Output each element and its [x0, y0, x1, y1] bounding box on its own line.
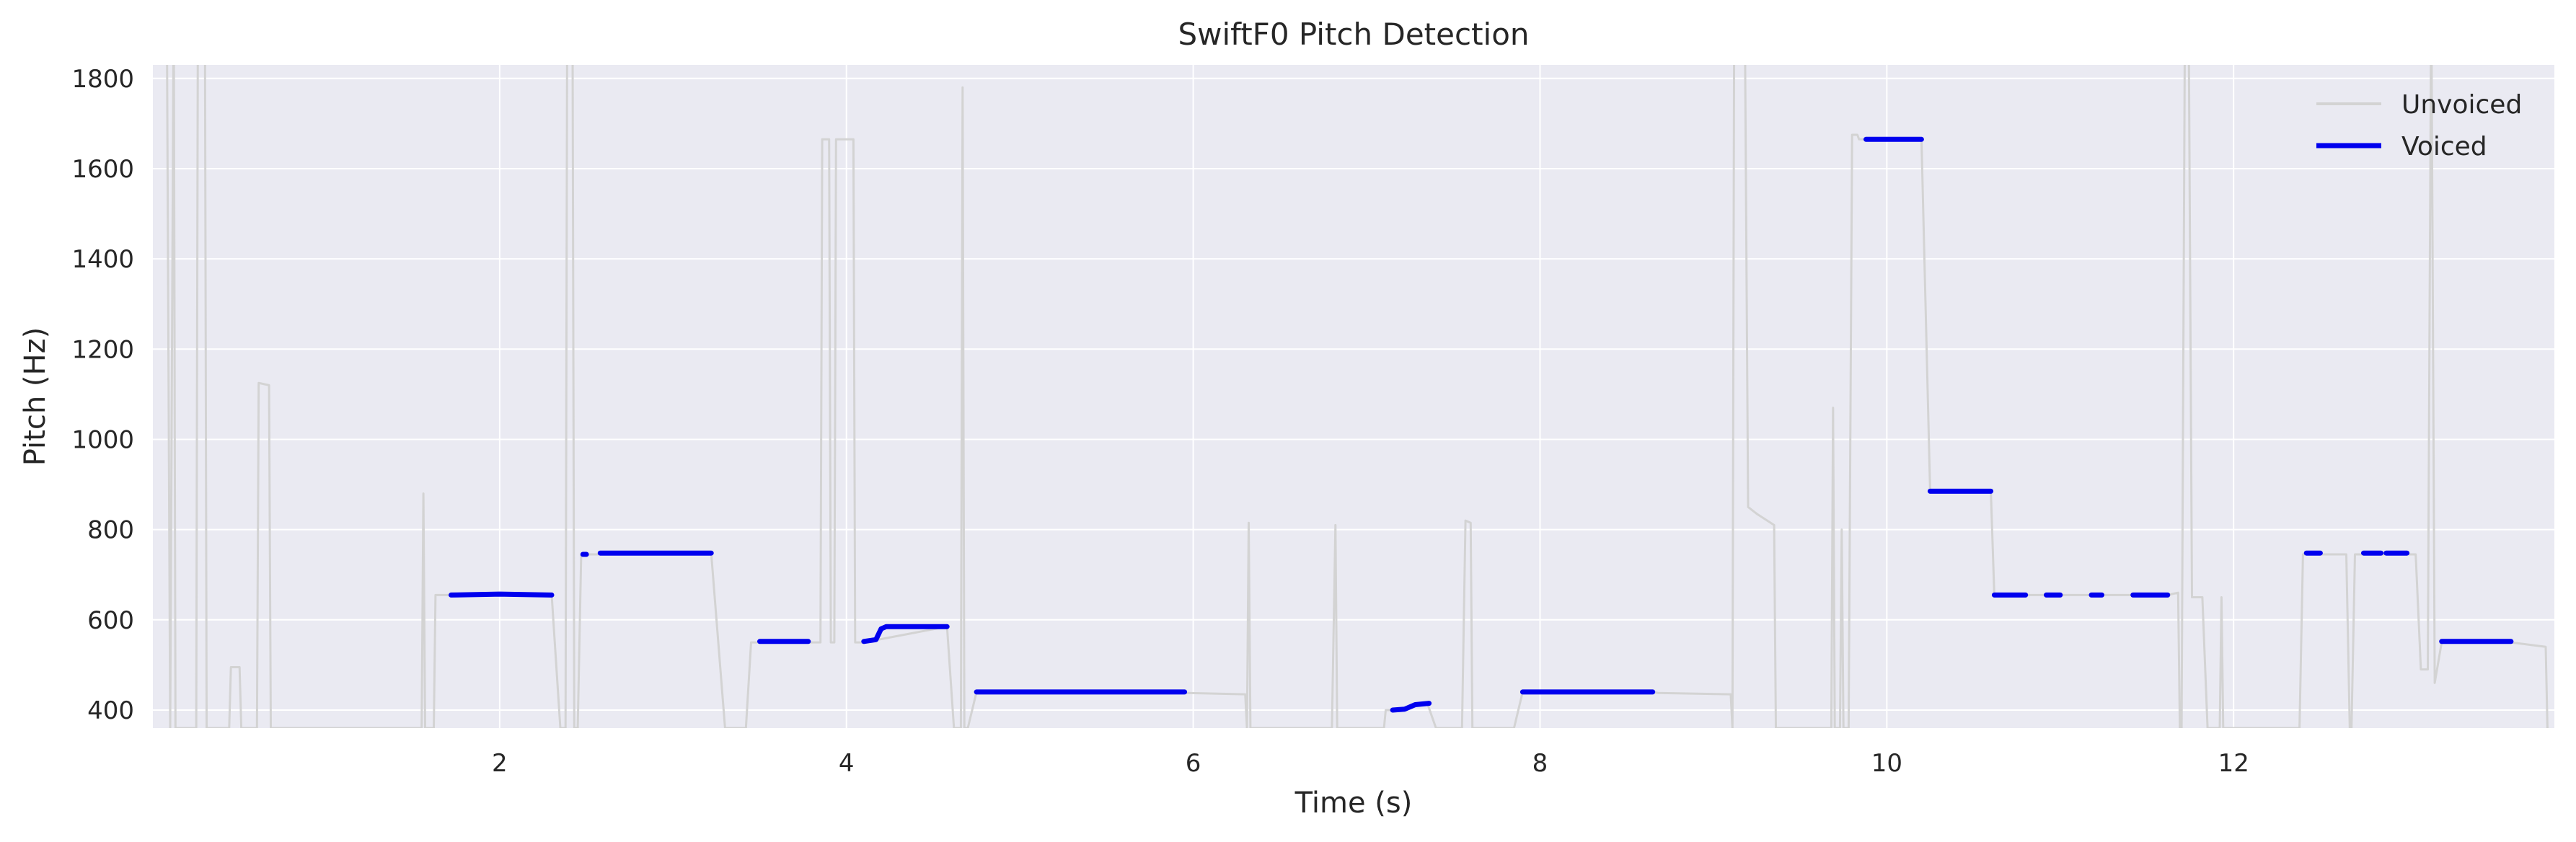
chart-title: SwiftF0 Pitch Detection [1178, 17, 1529, 52]
y-tick-label: 1800 [71, 65, 134, 94]
legend-unvoiced-label: Unvoiced [2401, 90, 2522, 120]
y-ticks: 400 600 800 1000 1200 1400 1600 1800 [71, 65, 134, 725]
x-tick-label: 12 [2218, 749, 2249, 778]
x-axis-label: Time (s) [1294, 786, 1413, 820]
y-tick-label: 1400 [71, 245, 134, 274]
x-ticks: 2 4 6 8 10 12 [492, 749, 2249, 778]
voiced-segment [449, 591, 555, 598]
y-tick-label: 1000 [71, 425, 134, 454]
voiced-segment [861, 624, 950, 644]
voiced-series [449, 136, 2514, 713]
y-tick-label: 800 [87, 516, 134, 545]
x-tick-label: 8 [1532, 749, 1548, 778]
y-tick-label: 1600 [71, 155, 134, 184]
y-tick-label: 600 [87, 606, 134, 635]
voiced-segment [1390, 701, 1432, 713]
x-tick-label: 6 [1186, 749, 1201, 778]
x-tick-label: 4 [839, 749, 855, 778]
legend-voiced-label: Voiced [2401, 132, 2487, 161]
legend: Unvoiced Voiced [2316, 90, 2522, 161]
x-tick-label: 2 [492, 749, 508, 778]
plot-area [153, 65, 2554, 728]
y-tick-label: 1200 [71, 335, 134, 364]
x-tick-label: 10 [1871, 749, 1902, 778]
y-tick-label: 400 [87, 696, 134, 725]
unvoiced-line [166, 65, 2549, 728]
y-axis-label: Pitch (Hz) [19, 327, 52, 466]
grid [153, 65, 2554, 728]
unvoiced-series [166, 65, 2549, 728]
